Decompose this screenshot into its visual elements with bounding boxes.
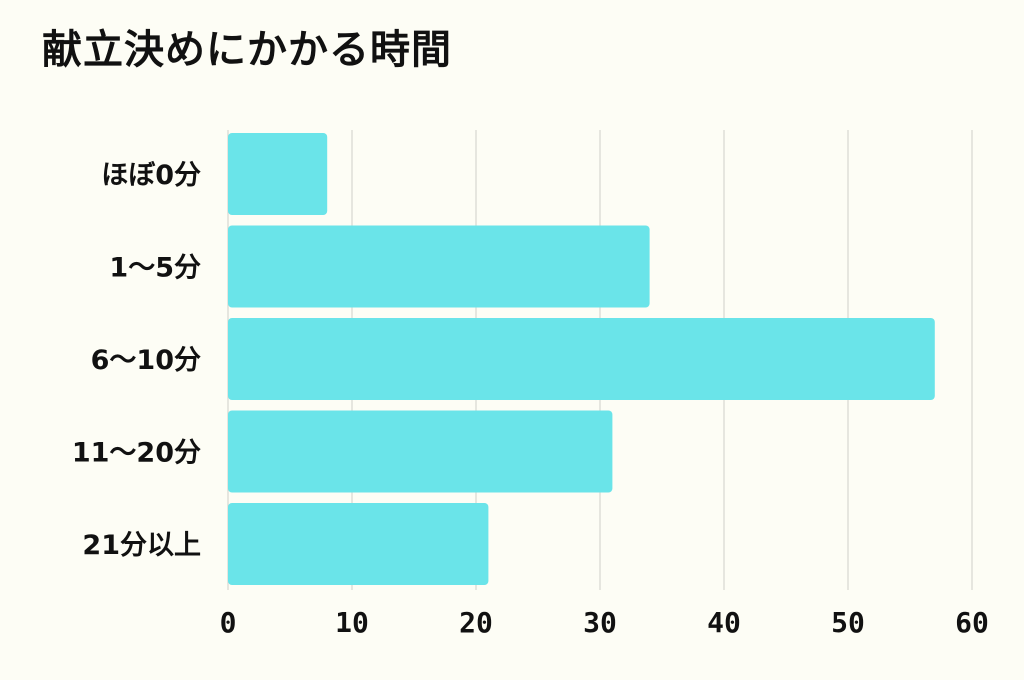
- bar: [228, 503, 489, 585]
- x-tick-label: 20: [459, 606, 493, 639]
- category-label: 11〜20分: [72, 438, 201, 469]
- x-tick-label: 30: [583, 606, 617, 639]
- x-tick-label: 10: [335, 606, 369, 639]
- category-label: 1〜5分: [109, 253, 201, 284]
- bars: [228, 133, 935, 585]
- bar: [228, 133, 328, 215]
- category-label: 21分以上: [82, 530, 201, 561]
- chart-title: 献立決めにかかる時間: [42, 27, 452, 73]
- category-labels: ほぼ0分 1〜5分 6〜10分 11〜20分 21分以上: [72, 160, 201, 561]
- bar: [228, 318, 935, 400]
- x-tick-label: 60: [955, 606, 989, 639]
- x-tick-label: 50: [831, 606, 865, 639]
- x-tick-label: 0: [220, 606, 237, 639]
- bar: [228, 225, 650, 308]
- x-tick-labels: 0 10 20 30 40 50 60: [220, 606, 989, 639]
- category-label: ほぼ0分: [101, 160, 201, 191]
- bar: [228, 410, 613, 493]
- x-tick-label: 40: [707, 606, 741, 639]
- category-label: 6〜10分: [91, 345, 201, 376]
